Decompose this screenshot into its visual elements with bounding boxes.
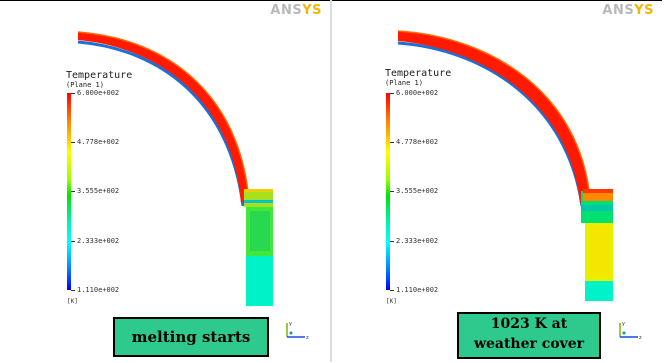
legend-tick-4: 2.333e+002 — [390, 237, 438, 245]
legend-unit: [K] — [67, 298, 78, 305]
inner-shell-edge — [397, 41, 584, 207]
legend-title: Temperature (Plane 1) — [66, 70, 133, 89]
ansys-logo: ANSYS — [270, 3, 322, 18]
legend-tick-max: 6.000e+002 — [71, 89, 119, 97]
ansys-logo: ANSYS — [602, 3, 654, 18]
legend-tick-min: 1.110e+002 — [71, 286, 119, 294]
color-scale-bar — [386, 93, 390, 290]
axis-triad-icon: y z — [286, 321, 309, 341]
left-viewport[interactable]: ANSYS Temperature (Plane 1) 6.000e+002 4… — [0, 0, 330, 363]
svg-text:z: z — [306, 335, 309, 341]
caption-melting-starts: melting starts — [113, 317, 269, 357]
contour-geometry — [397, 30, 613, 301]
color-scale-bar — [67, 93, 71, 290]
legend-tick-4: 2.333e+002 — [71, 237, 119, 245]
outer-shell — [78, 32, 249, 203]
axis-triad-icon: y z — [619, 321, 642, 341]
svg-text:z: z — [639, 335, 642, 341]
legend-tick-2: 4.778e+002 — [71, 138, 119, 146]
svg-text:y: y — [289, 321, 292, 327]
legend-tick-3: 3.555e+002 — [390, 187, 438, 195]
panel-divider — [330, 0, 332, 362]
right-viewport[interactable]: ANSYS Temperature (Plane 1) 6.000e+002 4… — [332, 0, 662, 363]
svg-text:y: y — [622, 321, 625, 327]
caption-weather-cover: 1023 K at weather cover — [457, 312, 601, 359]
inner-shell-edge — [77, 40, 245, 207]
legend-tick-3: 3.555e+002 — [71, 187, 119, 195]
vertical-block-cyan — [585, 279, 613, 301]
legend-tick-max: 6.000e+002 — [390, 89, 438, 97]
outer-shell — [398, 31, 590, 203]
legend-title: Temperature (Plane 1) — [385, 68, 452, 87]
legend-tick-min: 1.110e+002 — [390, 286, 438, 294]
legend-tick-2: 4.778e+002 — [390, 138, 438, 146]
legend-unit: [K] — [386, 298, 397, 305]
contour-geometry — [77, 31, 273, 306]
